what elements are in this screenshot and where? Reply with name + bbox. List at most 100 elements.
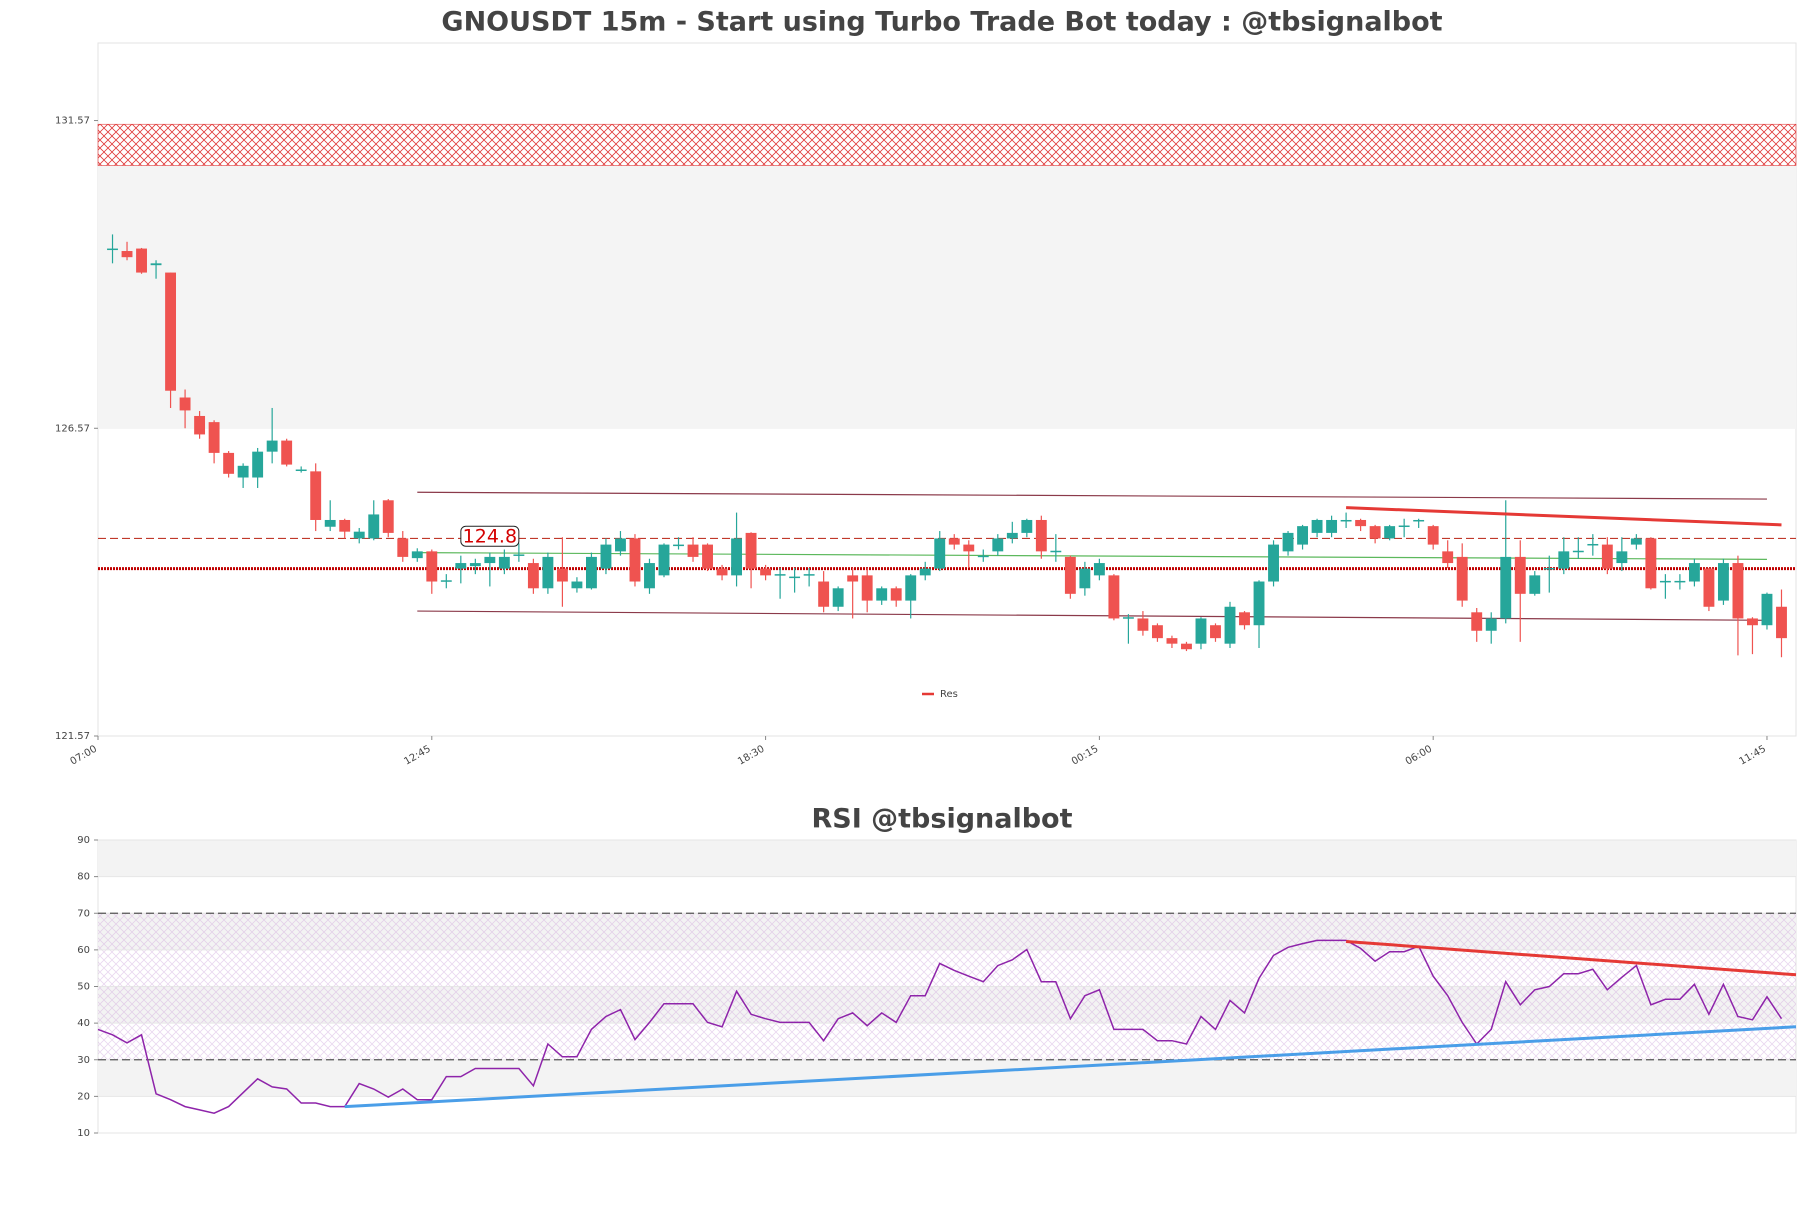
candle-body xyxy=(1210,625,1221,639)
y-tick-label: 131.57 xyxy=(55,116,90,127)
candle-body xyxy=(1253,581,1265,626)
candle-body xyxy=(1442,551,1454,564)
candle-body xyxy=(1326,519,1338,533)
candle-body xyxy=(498,556,510,569)
candle-body xyxy=(208,422,220,453)
candle-body xyxy=(745,532,757,569)
candle-body xyxy=(1137,618,1149,631)
candle-body xyxy=(1630,538,1642,545)
candle-body xyxy=(1297,526,1309,545)
candle-body xyxy=(1355,519,1367,527)
legend-label: Res xyxy=(940,689,958,700)
y-tick-label: 126.57 xyxy=(55,423,90,434)
candle-body xyxy=(281,440,293,465)
candle-body xyxy=(934,538,946,569)
candle-body xyxy=(1703,568,1715,607)
candle-body xyxy=(716,568,728,576)
band xyxy=(98,1059,1796,1097)
candle-body xyxy=(847,575,859,582)
candle-body xyxy=(1035,519,1047,552)
candle-body xyxy=(789,576,801,579)
candle-body xyxy=(774,574,786,576)
y-tick-label: 10 xyxy=(77,1128,90,1139)
candle-body xyxy=(527,563,539,589)
candle-body xyxy=(977,555,989,558)
x-tick-label: 12:45 xyxy=(402,744,432,768)
candle-body xyxy=(353,531,365,539)
candle-body xyxy=(1050,550,1062,553)
candle-body xyxy=(861,575,873,601)
candle-body xyxy=(223,452,235,474)
chart-title: RSI @tbsignalbot xyxy=(811,804,1072,835)
y-tick-label: 40 xyxy=(77,1018,90,1029)
candle-body xyxy=(469,563,481,567)
y-tick-label: 60 xyxy=(77,945,90,956)
candle-body xyxy=(818,581,830,607)
candle-body xyxy=(295,469,307,472)
trend-line xyxy=(417,610,1767,621)
candle-body xyxy=(1659,580,1671,583)
zone xyxy=(97,123,1797,166)
candle-body xyxy=(1717,563,1729,601)
candle-body xyxy=(1427,526,1439,545)
candle-body xyxy=(484,556,496,564)
zone xyxy=(98,165,1796,429)
candle-body xyxy=(1079,568,1091,589)
candle-body xyxy=(1006,532,1018,539)
candle-body xyxy=(1616,551,1628,564)
candle-body xyxy=(919,568,931,576)
candle-body xyxy=(107,248,118,251)
candle-body xyxy=(1340,519,1352,522)
resistance-line xyxy=(1346,506,1782,527)
candle-body xyxy=(1558,551,1570,569)
candle-body xyxy=(571,581,583,589)
candle-body xyxy=(136,248,147,273)
x-tick-label: 06:00 xyxy=(1404,744,1434,768)
candle-body xyxy=(310,471,322,520)
candle-body xyxy=(455,563,467,569)
candle-body xyxy=(673,544,684,547)
y-tick-label: 121.57 xyxy=(55,731,90,742)
trend-line xyxy=(417,551,1767,560)
x-tick-label: 00:15 xyxy=(1070,744,1100,768)
candle-body xyxy=(368,514,380,539)
candle-body xyxy=(1732,563,1744,619)
y-tick-label: 90 xyxy=(77,835,90,846)
candle-body xyxy=(1093,563,1105,576)
candle-body xyxy=(702,544,713,569)
y-tick-label: 80 xyxy=(77,872,90,883)
trend-line xyxy=(1345,939,1797,977)
candle-body xyxy=(1413,519,1425,522)
rsi-line xyxy=(97,939,1783,1114)
candle-body xyxy=(803,574,815,576)
candle-body xyxy=(1282,532,1294,552)
candle-body xyxy=(556,568,568,582)
candle-body xyxy=(1645,538,1657,589)
candle-body xyxy=(1021,519,1033,533)
candle-body xyxy=(890,588,902,601)
candle-body xyxy=(1500,556,1512,619)
candle-body xyxy=(1761,593,1773,626)
candle-body xyxy=(600,544,612,569)
candle-body xyxy=(397,538,409,557)
candle-body xyxy=(1181,643,1192,650)
y-tick-label: 30 xyxy=(77,1055,90,1066)
y-tick-label: 70 xyxy=(77,908,90,919)
candle-body xyxy=(992,538,1004,552)
x-tick-label: 18:30 xyxy=(736,744,766,768)
candle-body xyxy=(1587,543,1599,546)
candle-body xyxy=(585,556,597,589)
candle-body xyxy=(876,588,888,601)
candle-body xyxy=(687,544,699,557)
candle-body xyxy=(1268,544,1279,582)
candle-body xyxy=(1776,606,1787,639)
annotation-box xyxy=(460,525,520,547)
candle-body xyxy=(1311,519,1323,533)
annotation-label: 124.8 xyxy=(463,526,517,548)
candle-body xyxy=(832,588,844,607)
candle-body xyxy=(1747,618,1758,626)
candle-body xyxy=(1674,580,1686,583)
candle-body xyxy=(1543,567,1555,570)
candle-body xyxy=(1384,526,1396,539)
candle-body xyxy=(237,465,249,478)
